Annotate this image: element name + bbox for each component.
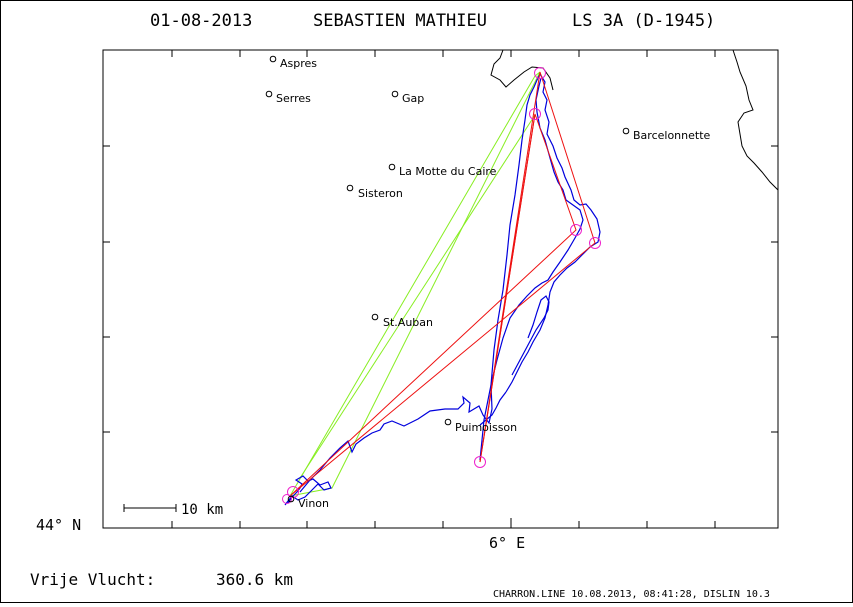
task-legs: [289, 71, 596, 497]
software-info: CHARRON.LINE 10.08.2013, 08:41:28, DISLI…: [493, 589, 770, 600]
scale-bar-label: 10 km: [181, 502, 223, 518]
town-marker: [371, 313, 379, 321]
turnpoint-1: [534, 67, 546, 79]
town-serres: Serres: [265, 90, 311, 105]
town-st-auban: St.Auban: [371, 313, 433, 329]
town-marker: [444, 418, 452, 426]
town-marker: [391, 90, 399, 98]
distance-label: Vrije Vlucht:: [30, 570, 155, 589]
town-marker: [346, 184, 354, 192]
header-glider: LS 3A (D-1945): [572, 11, 715, 31]
header-date: 01-08-2013: [150, 11, 252, 31]
town-marker: [265, 90, 273, 98]
town-label: Serres: [276, 92, 311, 105]
scale-bar: 10 km: [123, 502, 223, 518]
distance-value: 360.6 km: [216, 570, 293, 589]
turnpoint-start: [282, 494, 292, 504]
turnpoint-3: [570, 224, 582, 236]
town-label: Aspres: [280, 57, 317, 70]
town-label: St.Auban: [383, 316, 433, 329]
longitude-label: 6° E: [489, 534, 525, 552]
town-puimoisson: Puimoisson: [444, 418, 517, 434]
town-vinon: Vinon: [287, 495, 329, 510]
town-label: Vinon: [298, 497, 329, 510]
town-aspres: Aspres: [269, 55, 317, 70]
town-marker: [287, 495, 295, 503]
flight-track: [284, 72, 601, 506]
town-label: Barcelonnette: [633, 129, 711, 142]
axis-ticks: [103, 50, 778, 528]
town-barcelonnette: Barcelonnette: [622, 127, 711, 142]
turnpoint-5: [474, 456, 486, 468]
town-label: Gap: [402, 92, 424, 105]
turnpoint-4: [589, 237, 601, 249]
town-marker: [269, 55, 277, 63]
town-marker: [388, 163, 396, 171]
town-sisteron: Sisteron: [346, 184, 403, 200]
turnpoint-2: [529, 108, 541, 120]
latitude-label: 44° N: [36, 516, 81, 534]
town-gap: Gap: [391, 90, 424, 105]
town-marker: [622, 127, 630, 135]
town-la-motte-du-caire: La Motte du Caire: [388, 163, 497, 178]
town-label: Sisteron: [358, 187, 403, 200]
town-label: Puimoisson: [455, 421, 517, 434]
header-pilot: SEBASTIEN MATHIEU: [313, 11, 487, 31]
map-plot-area: [102, 49, 779, 529]
towns: Aspres Serres Gap Barcelonnette La Motte…: [265, 55, 711, 510]
town-label: La Motte du Caire: [399, 165, 497, 178]
